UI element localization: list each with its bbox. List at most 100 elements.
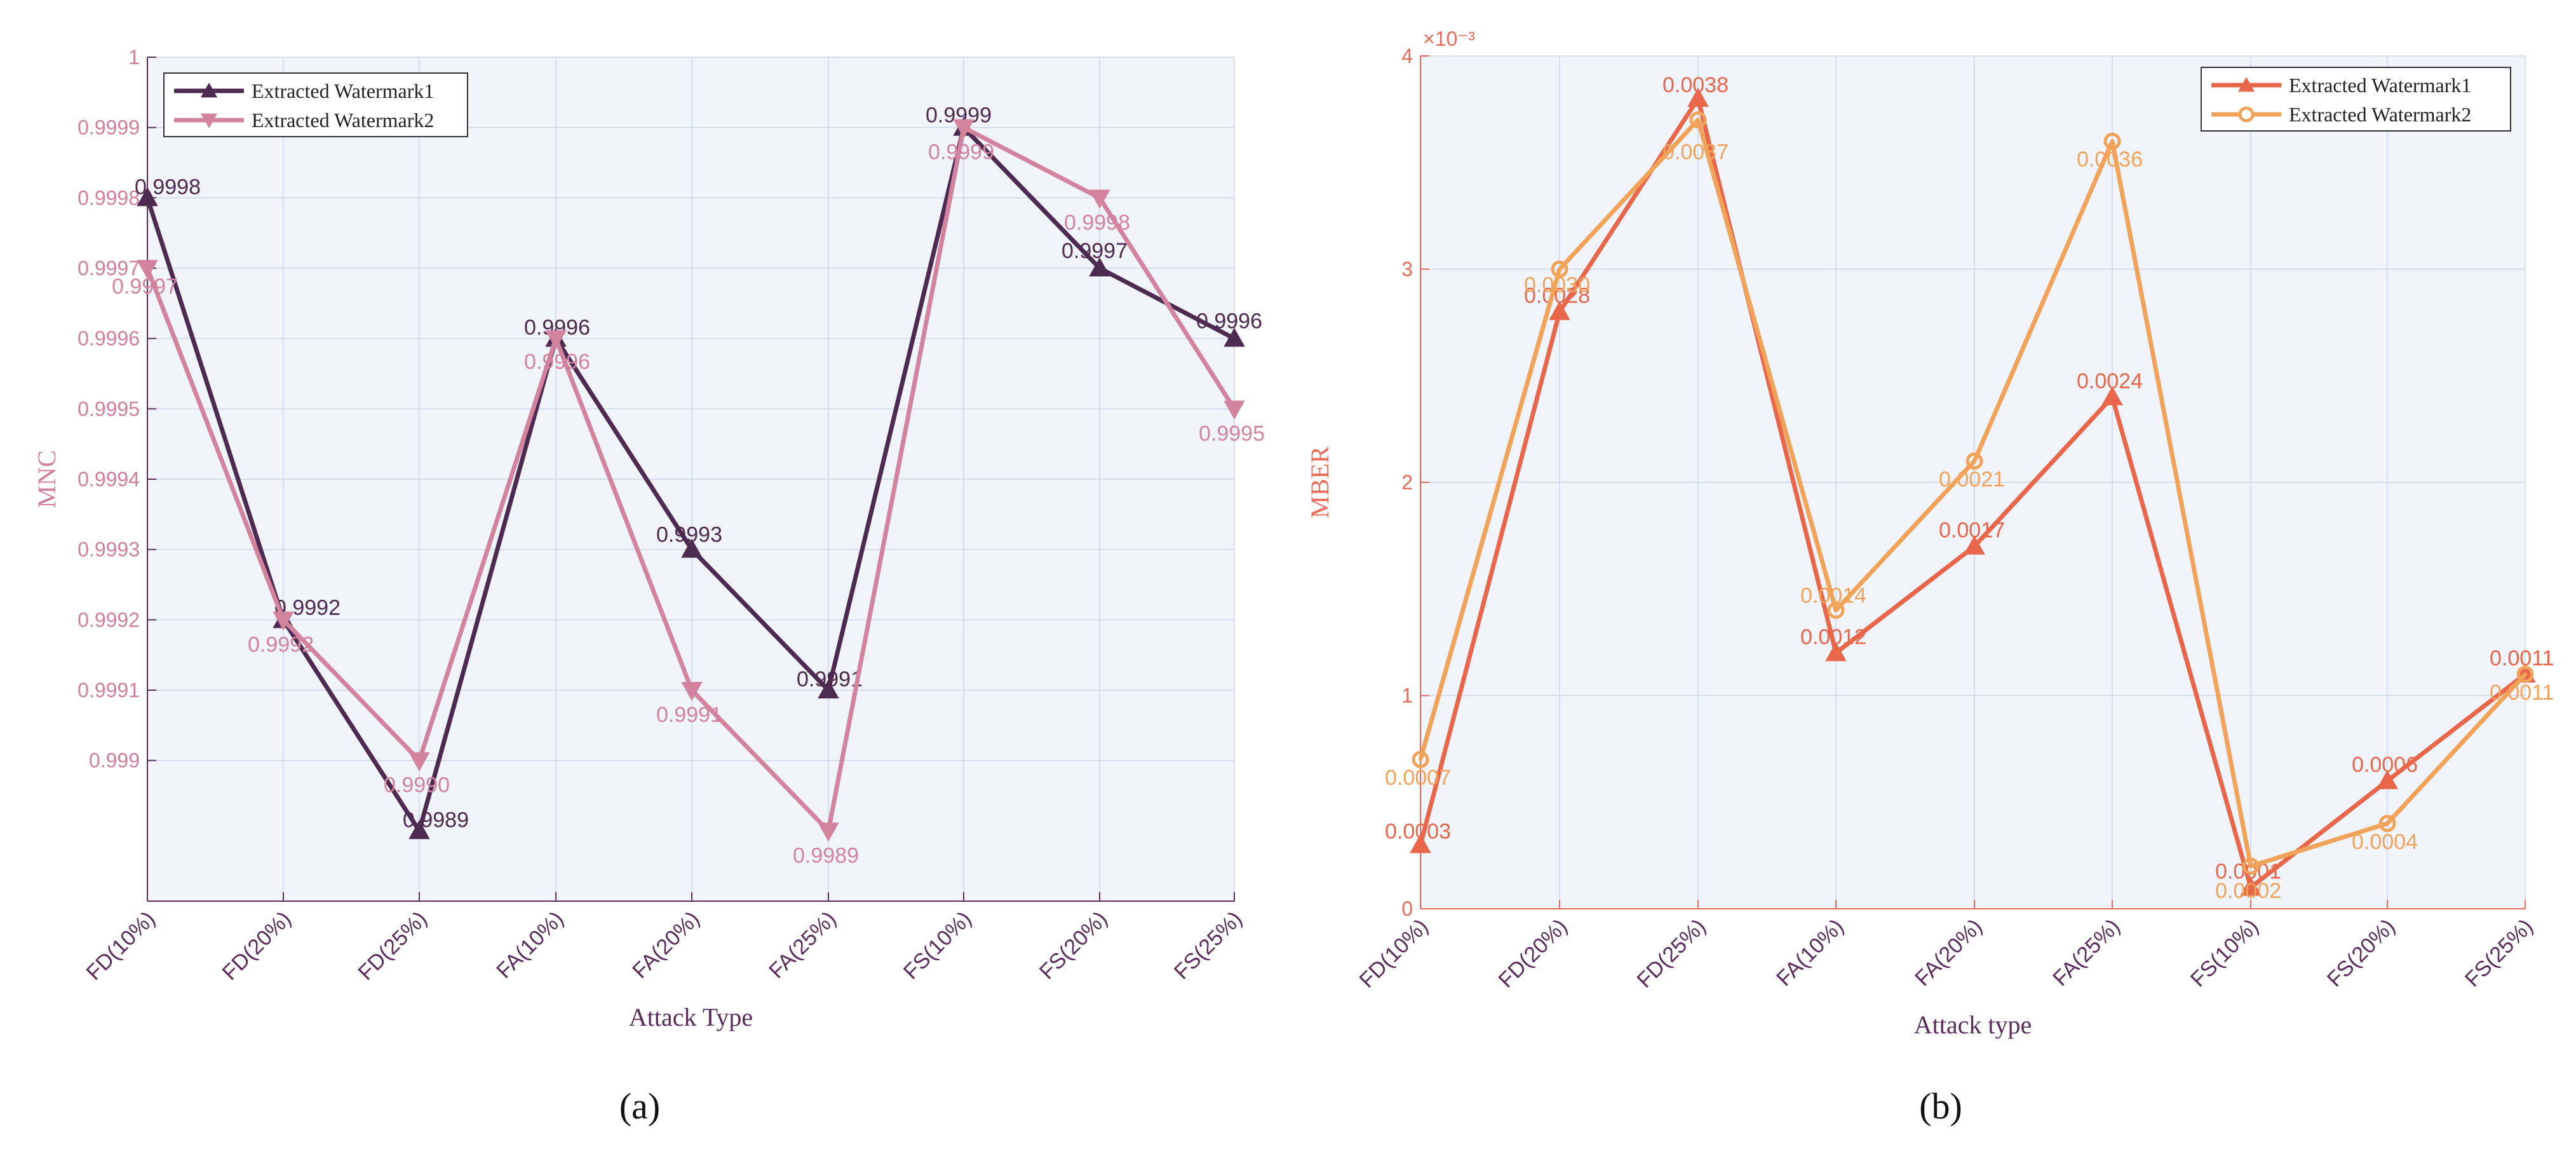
x-tick-label: FS(25%) [2460, 914, 2538, 992]
y-tick-label: 2 [1401, 471, 1413, 494]
data-point [1964, 535, 1985, 555]
data-label: 0.9992 [248, 632, 314, 656]
data-point [545, 330, 567, 350]
data-point-center [1696, 118, 1700, 122]
data-label: 0.0017 [1939, 519, 2005, 543]
data-label: 0.9998 [1064, 210, 1130, 235]
data-label: 0.9995 [1199, 421, 1265, 445]
panel-a-mnc-chart: 0.999 0.9991 0.9992 0.9993 0.9994 0.9995 0.999… [32, 46, 1265, 1127]
x-tick-label: FD(10%) [1355, 914, 1433, 993]
x-tick-label: FD(10%) [82, 907, 160, 985]
y-tick-label: 0.9992 [78, 608, 140, 631]
data-point [408, 820, 430, 840]
x-axis-title: Attack Type [629, 1003, 753, 1031]
y-tick-label: 0.9991 [78, 679, 140, 702]
data-point-center [1419, 758, 1422, 762]
y-tick-label: 0.9998 [78, 186, 140, 209]
data-point [1825, 642, 1847, 662]
data-label: 0.9991 [656, 703, 722, 727]
x-tick-label: FA(25%) [2048, 914, 2124, 991]
data-label: 0.0003 [1385, 819, 1451, 843]
data-point [1224, 327, 1245, 347]
legend-marker [201, 83, 217, 98]
x-tick-label: FD(25%) [1633, 914, 1711, 993]
data-label: 0.0014 [1800, 583, 1866, 608]
data-point [2240, 876, 2262, 896]
y-tick-label: 0.9999 [78, 116, 140, 139]
data-point [1687, 88, 1709, 107]
data-point [137, 260, 158, 280]
data-label: 0.0030 [1524, 273, 1590, 297]
data-label: 0.0012 [1800, 625, 1866, 649]
data-point [2103, 132, 2121, 150]
data-label: 0.9999 [928, 140, 994, 165]
data-point [2377, 770, 2398, 789]
data-label: 0.9991 [797, 667, 863, 691]
x-tick-label: FS(25%) [1170, 907, 1247, 984]
data-point [2516, 665, 2534, 683]
data-point [1224, 400, 1245, 420]
data-point [137, 187, 158, 207]
y-axis-title: MNC [32, 450, 61, 508]
legend-marker [2238, 106, 2255, 123]
data-label: 0.9993 [656, 523, 722, 547]
data-label: 0.9996 [1196, 309, 1262, 334]
data-label: 0.9989 [793, 843, 859, 867]
x-axis-title: Attack type [1914, 1010, 2032, 1039]
data-label: 0.0002 [2215, 879, 2281, 903]
legend-label: Extracted Watermark1 [2289, 74, 2471, 97]
panel-label: (b) [1919, 1085, 1962, 1127]
data-point [1549, 301, 1570, 320]
data-point [1089, 257, 1110, 276]
data-label: 0.0036 [2077, 147, 2143, 172]
data-point-center [1834, 608, 1838, 613]
panel-label: (a) [619, 1085, 660, 1127]
data-point [2101, 386, 2123, 405]
series-2: 0.9997 0.9992 0.9990 0.9996 0.9991 0.9989 0.99… [112, 119, 1265, 867]
legend-marker [201, 113, 217, 128]
data-label: 0.9996 [524, 350, 590, 374]
data-label: 0.9997 [112, 275, 178, 299]
x-tick-label: FS(20%) [2323, 914, 2400, 992]
legend-label: Extracted Watermark2 [252, 109, 434, 132]
data-point [953, 119, 974, 139]
data-point [818, 679, 839, 698]
data-label: 0.0024 [2077, 369, 2143, 393]
y-axis-title: MBER [1305, 446, 1334, 519]
x-tick-label: FA(10%) [1772, 914, 1848, 991]
y-tick-label: 0.9994 [78, 468, 140, 491]
data-point-center [2249, 864, 2253, 868]
y-tick-label: 0.999 [89, 749, 140, 772]
series-1: 0.0003 0.0028 0.0038 0.0012 0.0017 0.0024 0.00… [1385, 73, 2554, 896]
legend-box [2201, 67, 2511, 132]
data-point [681, 682, 703, 702]
data-point-center [2110, 139, 2114, 144]
data-point [1966, 452, 1983, 470]
x-tick-label: FS(20%) [1035, 907, 1112, 984]
data-label: 0.9998 [135, 175, 201, 199]
x-tick-label: FA(20%) [628, 907, 704, 983]
x-tick-label: FD(20%) [218, 907, 296, 985]
legend-box [163, 72, 468, 137]
data-point-center [1972, 459, 1976, 463]
data-point [1089, 189, 1110, 209]
y-tick-label: 0.9995 [78, 397, 140, 420]
data-label: 0.0038 [1662, 73, 1729, 97]
y-tick-label: 0.9996 [78, 327, 140, 350]
data-point [1410, 834, 1431, 853]
series-2: 0.0007 0.0030 0.0037 0.0014 0.0021 0.0036 0.00… [1385, 111, 2554, 903]
legend: Extracted Watermark1 Extracted Watermark2 [163, 72, 468, 137]
data-label: 0.0006 [2352, 753, 2418, 777]
data-point [1551, 261, 1568, 278]
data-point [1689, 111, 1707, 129]
data-point-center [2523, 672, 2527, 676]
data-label: 0.0021 [1939, 467, 2005, 491]
data-point [273, 611, 294, 631]
legend-label: Extracted Watermark2 [2289, 103, 2471, 126]
data-point [818, 822, 839, 842]
legend: Extracted Watermark1 Extracted Watermark2 [2201, 67, 2511, 132]
y-tick-label: 0 [1401, 897, 1413, 920]
data-label: 0.9997 [1062, 239, 1128, 263]
x-tick-label: FS(10%) [2186, 914, 2263, 992]
